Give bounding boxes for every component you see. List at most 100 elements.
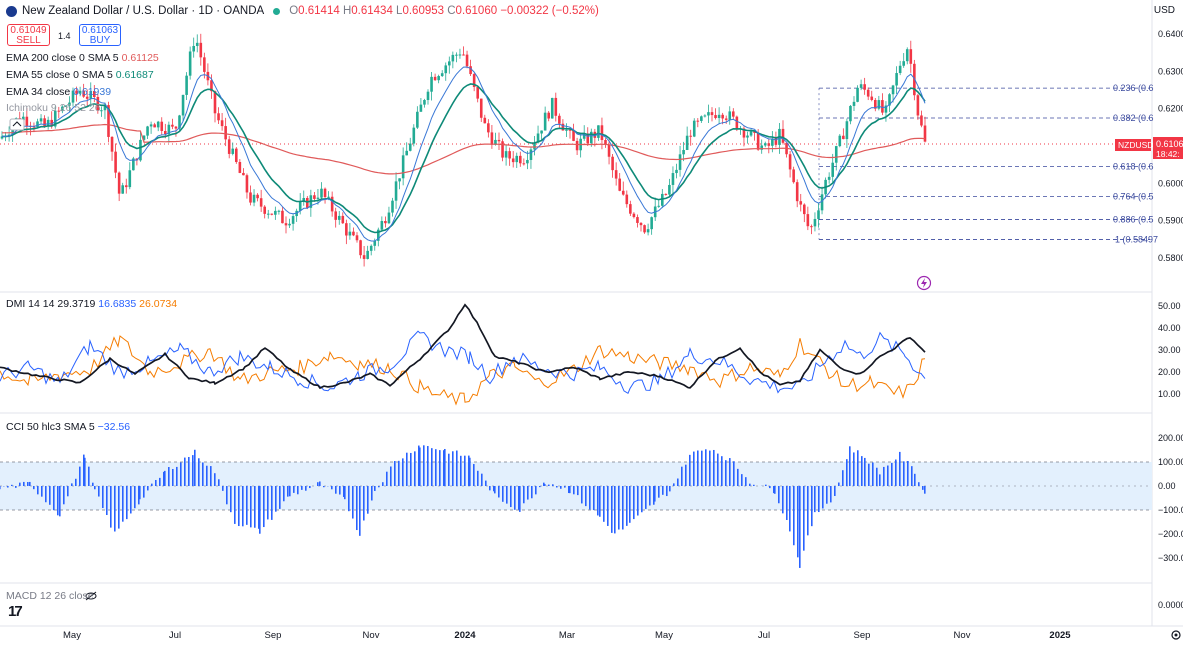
cci-bar — [469, 457, 471, 486]
candle-body — [444, 65, 448, 74]
cci-bar — [406, 452, 408, 486]
lightning-icon[interactable] — [916, 275, 932, 291]
cci-bar — [797, 486, 799, 558]
cci-bar — [390, 466, 392, 486]
cci-bar — [102, 486, 104, 509]
cci-bar — [626, 486, 628, 526]
eye-icon[interactable] — [85, 592, 97, 600]
candle-body — [320, 188, 323, 198]
candle-body — [167, 124, 171, 135]
candle-body — [710, 112, 714, 116]
cci-bar — [63, 486, 65, 505]
cci-bar — [502, 486, 504, 502]
price-tick-label: 0.6400 — [1158, 29, 1183, 39]
cci-bar — [498, 486, 500, 498]
cci-bar — [297, 486, 299, 495]
sell-label: SELL — [16, 35, 41, 46]
cci-bar — [114, 486, 116, 532]
fibonacci-retracement[interactable]: 0.236 (0.6 0.382 (0.6 0.618 (0.6 0.764 (0.5… — [818, 83, 1158, 244]
macd-legend[interactable]: MACD 12 26 close — [6, 590, 94, 602]
cci-bar — [629, 486, 631, 523]
cci-tick-label: −300.00 — [1158, 553, 1183, 563]
cci-bar — [359, 486, 361, 536]
ohlc-values: O0.61414 H0.61434 L0.60953 C0.61060 −0.0… — [289, 5, 599, 17]
ema200-legend[interactable]: EMA 200 close 0 SMA 5 0.61125 — [6, 52, 159, 64]
dmi-plus-value: 16.6835 — [98, 298, 137, 310]
dmi-legend[interactable]: DMI 14 14 29.3719 16.6835 26.0734 — [6, 298, 177, 310]
cci-bar — [147, 486, 149, 491]
candle-body — [359, 240, 362, 256]
candle-body — [753, 131, 756, 133]
symbol-title[interactable]: New Zealand Dollar / U.S. Dollar · 1D · … — [22, 5, 265, 17]
cci-bar — [597, 486, 599, 516]
ema34-legend[interactable]: EMA 34 close 0.61939 — [6, 86, 111, 98]
cci-bar — [846, 459, 848, 486]
ichimoku-legend[interactable]: Ichimoku 9 26 52 26 — [6, 102, 101, 114]
dmi-label: DMI 14 14 — [6, 298, 55, 310]
candle-body — [661, 193, 664, 206]
ema55-legend[interactable]: EMA 55 close 0 SMA 5 0.61687 — [6, 69, 154, 81]
candle-body — [0, 136, 4, 139]
candle-body — [384, 220, 387, 224]
candle-body — [245, 175, 249, 193]
candle-body — [519, 155, 522, 164]
currency-label[interactable]: USD — [1153, 5, 1175, 16]
cci-bar — [911, 466, 913, 486]
cci-bar — [143, 486, 145, 498]
cci-bar — [49, 486, 51, 505]
candle-body — [377, 229, 380, 241]
candle-body — [362, 255, 366, 259]
candle-body — [692, 120, 696, 137]
cci-bar — [250, 486, 252, 528]
candle-body — [550, 97, 554, 119]
cci-bar — [180, 462, 182, 486]
cci-legend[interactable]: CCI 50 hlc3 SMA 5 −32.56 — [6, 421, 130, 433]
cci-bar — [122, 486, 124, 522]
price-tick-label: 0.6000 — [1158, 178, 1183, 188]
candle-body — [905, 49, 909, 62]
symbol-header[interactable]: New Zealand Dollar / U.S. Dollar · 1D · … — [6, 5, 599, 17]
collapse-legend-button[interactable] — [9, 118, 25, 131]
cci-bar — [834, 486, 836, 496]
cci-bar — [263, 486, 265, 528]
gear-icon[interactable] — [1171, 630, 1181, 640]
tradingview-logo[interactable]: 17 — [8, 603, 23, 620]
candle-body — [714, 115, 717, 119]
cci-bar — [907, 461, 909, 486]
dmi-plus-line — [0, 330, 926, 395]
time-axis[interactable]: May Jul Sep Nov 2024 Mar May Jul Sep Nov 2025 — [63, 630, 1071, 641]
candle-body — [61, 106, 64, 112]
cci-bar — [689, 454, 691, 486]
cci-bar — [903, 461, 905, 486]
candle-body — [139, 139, 142, 161]
candle-body — [724, 118, 728, 120]
candle-body — [302, 198, 306, 202]
cci-bar — [176, 466, 178, 486]
candle-body — [547, 112, 550, 119]
candle-body — [288, 223, 291, 226]
candle-body — [490, 132, 494, 145]
candle-body — [511, 158, 515, 163]
candle-body — [235, 148, 238, 163]
sell-button[interactable]: 0.61049 SELL — [7, 24, 50, 46]
candle-body — [898, 65, 902, 74]
time-axis-label: 2024 — [454, 630, 476, 641]
cci-bar — [254, 486, 256, 528]
candle-body — [685, 135, 689, 150]
cci-bar — [879, 474, 881, 486]
candle-body — [337, 215, 341, 220]
cci-bar — [510, 486, 512, 508]
candle-body — [423, 100, 426, 105]
buy-button[interactable]: 0.61063 BUY — [79, 24, 121, 46]
cci-bar — [386, 471, 388, 486]
candle-body — [82, 90, 85, 97]
candle-body — [263, 206, 266, 214]
cci-bar — [681, 466, 683, 486]
cci-bar — [749, 483, 751, 486]
cci-bar — [83, 454, 85, 486]
candle-body — [771, 138, 774, 146]
dmi-tick-label: 20.00 — [1158, 367, 1181, 377]
candle-body — [220, 120, 224, 127]
cci-bar — [531, 486, 533, 499]
